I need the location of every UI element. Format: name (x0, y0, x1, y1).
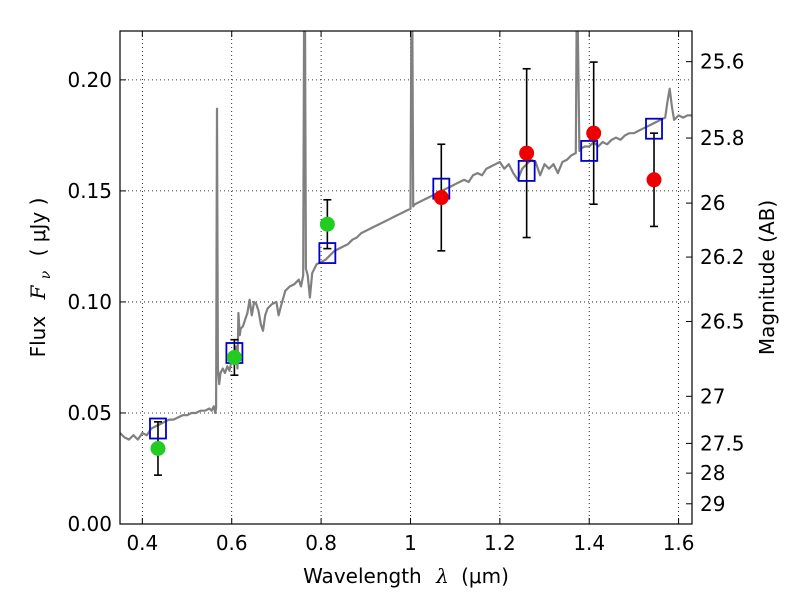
x-tick-label: 1.6 (663, 531, 695, 555)
y2-axis-label: Magnitude (AB) (755, 200, 779, 355)
model-photometry-square (580, 140, 599, 162)
y-tick-label: 0.10 (67, 290, 112, 314)
y-tick-label: 0.20 (67, 68, 112, 92)
model-photometry-square (645, 117, 663, 140)
x-axis-label: Wavelength λ (μm) (303, 564, 509, 588)
spectrum-line (120, 31, 692, 441)
infrared-detection-point (646, 172, 662, 188)
y-tick-label: 0.15 (67, 179, 112, 203)
y2-tick-label: 27 (700, 384, 725, 408)
x-tick-label: 1.2 (484, 531, 516, 555)
ticks: 0.4 0.6 0.8 1 1.2 1.4 1.6 0.00 0.05 0.10 0.15 0.20 2… (67, 31, 745, 555)
optical-detection-point (150, 440, 166, 456)
y-tick-label: 0.05 (67, 401, 112, 425)
x-tick-label: 1 (404, 531, 417, 555)
y2-tick-label: 26.5 (700, 309, 745, 333)
x-tick-label: 0.8 (305, 531, 337, 555)
model-photometry-square (149, 417, 167, 440)
y2-tick-label: 28 (700, 461, 725, 485)
x-tick-label: 0.4 (126, 531, 158, 555)
data-layer (120, 31, 692, 476)
x-tick-label: 1.4 (573, 531, 605, 555)
model-photometry-square (517, 160, 536, 182)
infrared-detection-point (519, 145, 535, 161)
y2-tick-label: 26 (700, 191, 725, 215)
infrared-detection-point (586, 125, 602, 141)
optical-detection-point (319, 216, 335, 232)
y-axis-label: Flux F ν ( μJy ) (26, 198, 55, 358)
y2-tick-label: 26.2 (700, 245, 745, 269)
y2-tick-label: 27.5 (700, 431, 745, 455)
y2-tick-label: 25.6 (700, 50, 745, 74)
y2-tick-label: 25.8 (700, 126, 745, 150)
infrared-detection-point (433, 190, 449, 206)
model-photometry-square (318, 242, 337, 264)
y2-tick-label: 29 (700, 492, 725, 516)
grid (120, 31, 692, 525)
plot-frame (119, 30, 693, 525)
optical-detection-point (226, 349, 242, 365)
x-tick-label: 0.6 (216, 531, 248, 555)
y-tick-label: 0.00 (67, 512, 112, 536)
